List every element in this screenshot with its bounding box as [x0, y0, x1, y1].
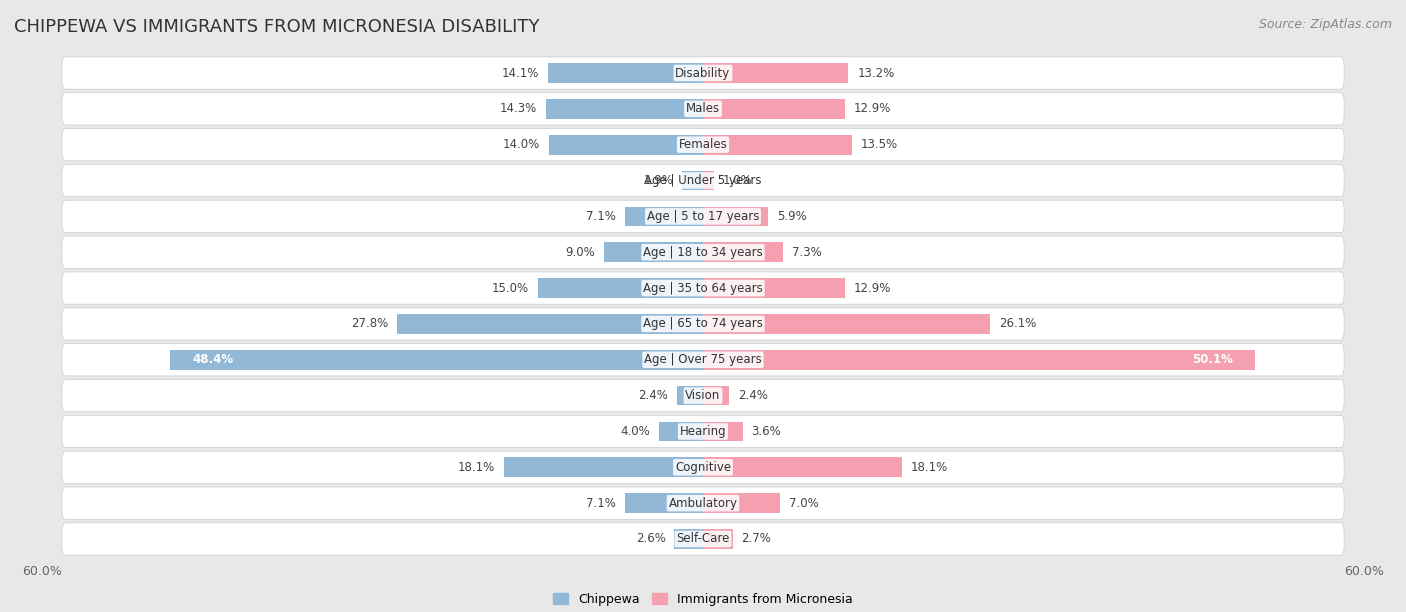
Bar: [659, 422, 703, 441]
Text: 15.0%: 15.0%: [492, 282, 529, 294]
Text: 5.9%: 5.9%: [776, 210, 807, 223]
Text: 18.1%: 18.1%: [457, 461, 495, 474]
Text: 13.2%: 13.2%: [858, 67, 894, 80]
Text: Age | 65 to 74 years: Age | 65 to 74 years: [643, 318, 763, 330]
Text: Cognitive: Cognitive: [675, 461, 731, 474]
Text: 48.4%: 48.4%: [193, 353, 233, 366]
FancyBboxPatch shape: [62, 236, 1344, 268]
Text: 9.0%: 9.0%: [565, 246, 595, 259]
Bar: [703, 63, 848, 83]
Text: 2.6%: 2.6%: [636, 532, 665, 545]
Bar: [703, 493, 780, 513]
FancyBboxPatch shape: [62, 523, 1344, 555]
Text: 2.7%: 2.7%: [741, 532, 772, 545]
FancyBboxPatch shape: [62, 165, 1344, 196]
Bar: [703, 386, 730, 406]
Bar: [548, 135, 703, 155]
Text: 7.0%: 7.0%: [789, 497, 818, 510]
Text: 12.9%: 12.9%: [853, 102, 891, 115]
Bar: [703, 350, 1254, 370]
Text: Age | 18 to 34 years: Age | 18 to 34 years: [643, 246, 763, 259]
FancyBboxPatch shape: [62, 379, 1344, 412]
Bar: [703, 314, 990, 334]
Text: Disability: Disability: [675, 67, 731, 80]
Text: 14.1%: 14.1%: [502, 67, 538, 80]
Text: 3.6%: 3.6%: [751, 425, 782, 438]
Text: 2.4%: 2.4%: [638, 389, 668, 402]
Bar: [170, 350, 703, 370]
Text: 7.1%: 7.1%: [586, 497, 616, 510]
Bar: [682, 171, 703, 190]
Bar: [703, 99, 845, 119]
Text: Self-Care: Self-Care: [676, 532, 730, 545]
FancyBboxPatch shape: [62, 416, 1344, 447]
Text: 4.0%: 4.0%: [620, 425, 650, 438]
Bar: [703, 422, 742, 441]
Bar: [703, 206, 768, 226]
Text: Ambulatory: Ambulatory: [668, 497, 738, 510]
FancyBboxPatch shape: [62, 92, 1344, 125]
Text: 7.3%: 7.3%: [792, 246, 823, 259]
Text: 2.4%: 2.4%: [738, 389, 768, 402]
FancyBboxPatch shape: [62, 487, 1344, 519]
Bar: [703, 457, 903, 477]
Text: Age | Over 75 years: Age | Over 75 years: [644, 353, 762, 366]
Text: 18.1%: 18.1%: [911, 461, 949, 474]
FancyBboxPatch shape: [62, 272, 1344, 304]
Text: 12.9%: 12.9%: [853, 282, 891, 294]
Text: 14.0%: 14.0%: [503, 138, 540, 151]
Bar: [548, 63, 703, 83]
Text: 1.0%: 1.0%: [723, 174, 752, 187]
Bar: [676, 386, 703, 406]
Bar: [703, 529, 733, 549]
Text: 26.1%: 26.1%: [1000, 318, 1036, 330]
FancyBboxPatch shape: [62, 57, 1344, 89]
Text: CHIPPEWA VS IMMIGRANTS FROM MICRONESIA DISABILITY: CHIPPEWA VS IMMIGRANTS FROM MICRONESIA D…: [14, 18, 540, 36]
Text: 50.1%: 50.1%: [1192, 353, 1233, 366]
Bar: [503, 457, 703, 477]
Text: 7.1%: 7.1%: [586, 210, 616, 223]
Bar: [703, 242, 783, 262]
Bar: [624, 206, 703, 226]
Bar: [624, 493, 703, 513]
Bar: [546, 99, 703, 119]
Text: Females: Females: [679, 138, 727, 151]
Bar: [537, 278, 703, 298]
Bar: [675, 529, 703, 549]
Bar: [605, 242, 703, 262]
FancyBboxPatch shape: [62, 344, 1344, 376]
FancyBboxPatch shape: [62, 308, 1344, 340]
Bar: [703, 135, 852, 155]
Text: 13.5%: 13.5%: [860, 138, 897, 151]
FancyBboxPatch shape: [62, 451, 1344, 483]
FancyBboxPatch shape: [62, 129, 1344, 161]
Text: Age | Under 5 years: Age | Under 5 years: [644, 174, 762, 187]
Legend: Chippewa, Immigrants from Micronesia: Chippewa, Immigrants from Micronesia: [548, 588, 858, 611]
Text: Vision: Vision: [685, 389, 721, 402]
Text: Age | 35 to 64 years: Age | 35 to 64 years: [643, 282, 763, 294]
Text: 27.8%: 27.8%: [350, 318, 388, 330]
Text: 1.9%: 1.9%: [644, 174, 673, 187]
Bar: [703, 278, 845, 298]
Text: Hearing: Hearing: [679, 425, 727, 438]
Bar: [396, 314, 703, 334]
Text: Males: Males: [686, 102, 720, 115]
FancyBboxPatch shape: [62, 200, 1344, 233]
Text: Age | 5 to 17 years: Age | 5 to 17 years: [647, 210, 759, 223]
Bar: [703, 171, 714, 190]
Text: 14.3%: 14.3%: [499, 102, 537, 115]
Text: Source: ZipAtlas.com: Source: ZipAtlas.com: [1258, 18, 1392, 31]
